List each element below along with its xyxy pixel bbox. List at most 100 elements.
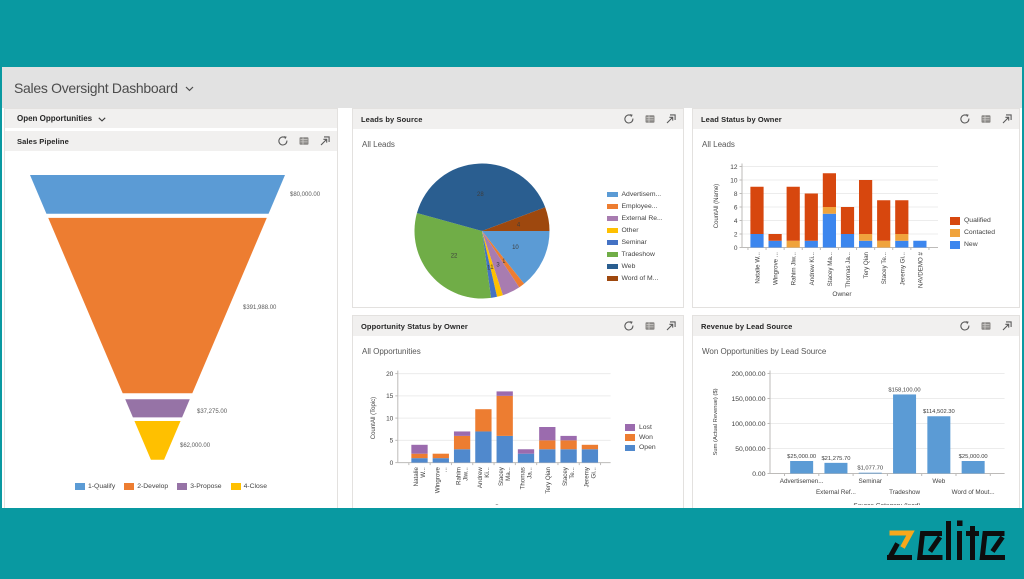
pie-slice xyxy=(482,231,550,284)
bar-segment xyxy=(539,449,556,463)
sales-pipeline-chart-body: $80,000.00 $391,988.00 $37,275.00 $62,000.0… xyxy=(5,153,337,506)
legend-label: Seminar xyxy=(621,239,647,246)
enlarge-icon-glyph xyxy=(320,136,330,146)
legend-label: External Re... xyxy=(621,215,663,222)
x-axis-title: Owner xyxy=(494,504,514,505)
bar-segment xyxy=(411,458,428,463)
y-axis-title: CountAll (Name) xyxy=(714,184,720,228)
bar-segment xyxy=(786,186,800,241)
refresh-icon[interactable] xyxy=(960,114,970,124)
refresh-icon[interactable] xyxy=(624,321,634,331)
enlarge-icon[interactable] xyxy=(666,114,676,124)
funnel-legend: 1-Qualify 2-Develop 3-Propose 4-Close xyxy=(5,483,337,490)
y-tick-label: 6 xyxy=(734,204,738,211)
enlarge-icon[interactable] xyxy=(666,321,676,331)
legend-item: 4-Close xyxy=(230,483,267,490)
legend-item: Advertisem... xyxy=(607,191,663,198)
funnel-segment xyxy=(30,175,285,214)
revenue-bar-chart[interactable]: 0.00 50,000.00 100,000.00 150,000.00 200,000… xyxy=(693,338,1019,510)
bar-segment xyxy=(517,449,535,454)
dashboard-area: Sales Oversight Dashboard Open Opportuni… xyxy=(2,67,1022,511)
pie-legend: Advertisem... Employee... External Re... Ot… xyxy=(607,191,663,282)
legend-label: 2-Develop xyxy=(137,483,169,490)
dashboard-titlebar[interactable]: Sales Oversight Dashboard xyxy=(2,67,1022,108)
bar-segment xyxy=(517,453,535,463)
y-tick-label: 0 xyxy=(390,460,394,467)
view-records-icon[interactable] xyxy=(299,136,309,146)
view-records-icon[interactable] xyxy=(645,321,655,331)
y-tick-label: 5 xyxy=(390,438,394,445)
legend-label: 3-Propose xyxy=(190,483,222,490)
enlarge-icon[interactable] xyxy=(1002,321,1012,331)
pie-slice-label: 1 xyxy=(490,265,494,271)
tile-actions xyxy=(960,114,1012,124)
bar-segment xyxy=(432,458,449,463)
y-tick-label: 50,000.00 xyxy=(735,446,765,453)
bar-value-label: $21,275.70 xyxy=(821,456,850,462)
funnel-segment xyxy=(134,421,181,460)
legend-swatch xyxy=(607,192,618,197)
refresh-icon[interactable] xyxy=(624,114,634,124)
view-selector[interactable]: Open Opportunities xyxy=(5,109,337,131)
x-category-label: Tradeshow xyxy=(889,489,920,496)
bar-segment xyxy=(411,444,428,454)
bar xyxy=(961,461,985,474)
bar xyxy=(893,394,917,474)
enlarge-icon[interactable] xyxy=(1002,114,1012,124)
legend-item: 1-Qualify xyxy=(75,483,115,490)
legend-swatch xyxy=(607,204,618,209)
bar-segment xyxy=(560,440,577,450)
pie-slice-label: 1 xyxy=(502,259,506,265)
refresh-icon-glyph xyxy=(278,136,288,146)
x-category-label: Andrew xyxy=(477,467,484,489)
bar xyxy=(824,462,848,474)
view-records-icon[interactable] xyxy=(981,321,991,331)
x-category-label: Ja... xyxy=(527,467,534,479)
legend-label: Other xyxy=(621,227,639,234)
view-selector-label: Open Opportunities xyxy=(17,114,93,123)
legend-label: Contacted xyxy=(964,229,995,237)
pie-slice-label: 4 xyxy=(517,222,521,228)
legend-label: Won xyxy=(639,434,653,442)
y-tick-label: 10 xyxy=(730,177,738,184)
funnel-value-label: $62,000.00 xyxy=(180,443,211,449)
enlarge-icon-glyph xyxy=(1002,321,1012,331)
view-records-icon[interactable] xyxy=(981,114,991,124)
legend-label: Tradeshow xyxy=(621,251,655,258)
opportunity-status-stacked-bar-chart[interactable]: 0 5 10 15 20 Natalie W... Wingrove... Rahim Jiw..… xyxy=(353,338,683,511)
chevron-down-icon xyxy=(185,86,194,92)
view-records-icon[interactable] xyxy=(645,114,655,124)
legend-label: 1-Qualify xyxy=(88,483,116,490)
y-tick-label: 0.00 xyxy=(752,471,765,478)
legend-swatch xyxy=(950,229,960,237)
tile-actions xyxy=(278,136,330,146)
refresh-icon[interactable] xyxy=(278,136,288,146)
bar-value-label: $1,077.70 xyxy=(857,466,883,472)
legend-swatch xyxy=(607,216,618,221)
legend-label: Qualified xyxy=(964,217,991,225)
pie-slice xyxy=(482,231,498,298)
tile-header-revenue: Revenue by Lead Source xyxy=(693,316,1019,338)
zelite-logo xyxy=(887,520,1005,560)
enlarge-icon[interactable] xyxy=(320,136,330,146)
bar-segment xyxy=(822,173,836,207)
legend-swatch xyxy=(607,240,618,245)
bar-segment xyxy=(496,395,513,436)
lead-status-stacked-bar-chart[interactable]: 0 2 4 6 8 10 12 Natalie W... Wingrove ... Rahim J… xyxy=(693,131,1019,305)
enlarge-icon-glyph xyxy=(666,321,676,331)
x-axis-title: Owner xyxy=(832,291,852,298)
refresh-icon-glyph xyxy=(960,321,970,331)
open-opportunities-panel: Open Opportunities Sales Pipeline $80,00… xyxy=(4,108,338,508)
tile-title: Revenue by Lead Source xyxy=(701,321,793,331)
top-chrome-band xyxy=(0,0,1024,67)
funnel-chart[interactable]: $80,000.00 $391,988.00 $37,275.00 $62,000.0… xyxy=(5,153,337,481)
x-category-label: Natalie W... xyxy=(755,252,762,284)
bar-value-label: $114,502.30 xyxy=(923,409,955,415)
bar-segment xyxy=(822,207,836,214)
bar-segment xyxy=(539,440,556,450)
refresh-icon[interactable] xyxy=(960,321,970,331)
chart-subtitle: All Opportunities xyxy=(362,347,421,356)
x-category-label: Jiw... xyxy=(463,467,470,481)
bar-segment xyxy=(840,207,855,234)
